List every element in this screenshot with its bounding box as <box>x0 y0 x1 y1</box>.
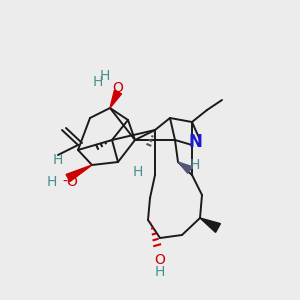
Text: H: H <box>155 265 165 279</box>
Polygon shape <box>200 218 220 232</box>
Text: N: N <box>188 133 202 151</box>
Text: H: H <box>93 75 103 89</box>
Text: H: H <box>47 175 57 189</box>
Text: O: O <box>154 253 165 267</box>
Text: O: O <box>112 81 123 95</box>
Text: H: H <box>133 165 143 179</box>
Polygon shape <box>178 162 192 173</box>
Text: O: O <box>67 175 77 189</box>
Polygon shape <box>110 90 122 108</box>
Polygon shape <box>66 165 92 181</box>
Text: H: H <box>190 158 200 172</box>
Text: H: H <box>100 69 110 83</box>
Text: -: - <box>63 175 68 189</box>
Text: H: H <box>53 153 63 167</box>
